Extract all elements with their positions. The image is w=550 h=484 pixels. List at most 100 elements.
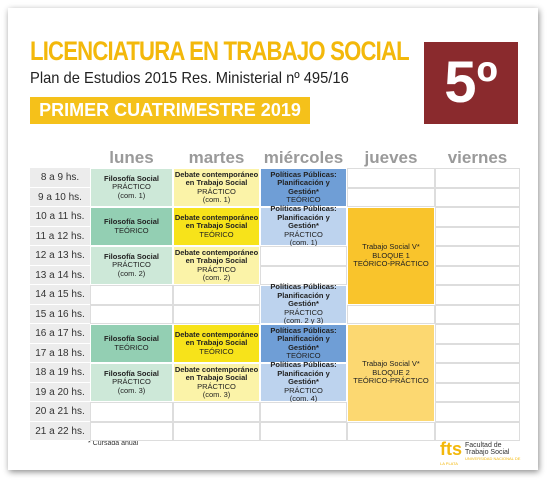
logo-name: Facultad de Trabajo Social xyxy=(465,442,510,456)
time-label: 10 a 11 hs. xyxy=(30,207,90,227)
detail-line: (com. 3) xyxy=(202,390,231,399)
subject-line: Políticas Públicas: xyxy=(270,325,337,335)
day-header: lunes xyxy=(109,148,154,167)
empty-cell xyxy=(435,285,520,305)
empty-cell xyxy=(435,207,520,227)
detail-line: TEÓRICO xyxy=(114,342,149,352)
class-block: Políticas Públicas: Planificación y Gesti… xyxy=(260,324,347,363)
empty-cell xyxy=(435,363,520,383)
day-header: martes xyxy=(188,148,245,167)
time-label: 12 a 13 hs. xyxy=(30,246,90,266)
detail-line: (com. 2) xyxy=(117,268,146,278)
subject-line: en Trabajo Social xyxy=(185,221,248,231)
detail-line: BLOQUE 1 xyxy=(372,250,410,260)
subject-line: Planificación y Gestión* xyxy=(277,178,330,196)
empty-cell xyxy=(260,246,347,266)
empty-cell xyxy=(173,285,260,305)
time-label: 16 a 17 hs. xyxy=(30,324,90,344)
empty-cell xyxy=(347,168,435,188)
time-label: 19 a 20 hs. xyxy=(30,382,90,402)
day-header: miércoles xyxy=(263,148,344,167)
empty-cell xyxy=(435,168,520,188)
class-block: Debate contemporáneo en Trabajo Social PRÁ… xyxy=(173,363,260,402)
detail-line: PRÁCTICO xyxy=(112,260,151,270)
detail-line: TEÓRICO-PRÁCTICO xyxy=(353,259,429,268)
detail-line: (com. 1) xyxy=(202,195,231,204)
time-label: 21 a 22 hs. xyxy=(30,421,90,441)
subject-line: Filosofía Social xyxy=(103,217,159,226)
subject-line: Filosofía Social xyxy=(103,173,159,183)
logo: fts Facultad de Trabajo Social UNIVERSID… xyxy=(440,440,523,466)
subject-line: Debate contemporáneo xyxy=(174,364,259,374)
empty-cell xyxy=(347,304,435,324)
detail-line: TEÓRICO xyxy=(286,351,321,360)
subject-line: Debate contemporáneo xyxy=(174,329,259,339)
class-block: Políticas Públicas: Planificación y Gesti… xyxy=(260,283,347,326)
footnote: * Cursada anual xyxy=(88,440,139,447)
class-block: Filosofía Social PRÁCTICO (com. 2) xyxy=(90,246,173,285)
class-block: Trabajo Social V* BLOQUE 2 TEÓRICO-PRÁCTIC… xyxy=(347,324,435,422)
time-label: 11 a 12 hs. xyxy=(30,226,90,246)
subject-line: Filosofía Social xyxy=(103,334,159,343)
detail-line: TEÓRICO xyxy=(286,195,321,204)
logo-mark: fts xyxy=(440,439,462,459)
detail-line: PRÁCTICO xyxy=(197,381,236,391)
detail-line: TEÓRICO-PRÁCTICO xyxy=(353,376,429,385)
time-label: 17 a 18 hs. xyxy=(30,343,90,363)
empty-cell xyxy=(90,421,173,441)
empty-cell xyxy=(90,285,173,305)
class-block: Políticas Públicas: Planificación y Gesti… xyxy=(260,168,347,207)
subject-line: Políticas Públicas: xyxy=(270,204,337,214)
class-block: Políticas Públicas: Planificación y Gesti… xyxy=(260,204,347,248)
empty-cell xyxy=(435,304,520,324)
detail-line: (com. 2 y 3) xyxy=(283,316,324,326)
subject-line: en Trabajo Social xyxy=(185,178,248,187)
empty-cell xyxy=(260,265,347,285)
detail-line: TEÓRICO xyxy=(114,225,149,235)
term-banner: PRIMER CUATRIMESTRE 2019 xyxy=(30,97,310,124)
class-block: Filosofía Social PRÁCTICO (com. 1) xyxy=(90,168,173,207)
detail-line: PRÁCTICO xyxy=(284,385,323,395)
empty-cell xyxy=(435,324,520,344)
empty-cell xyxy=(90,304,173,324)
subject-line: Filosofía Social xyxy=(103,368,159,378)
class-block: Filosofía Social TEÓRICO xyxy=(90,207,173,246)
time-label: 9 a 10 hs. xyxy=(30,187,90,207)
detail-line: PRÁCTICO xyxy=(284,229,323,239)
detail-line: (com. 1) xyxy=(117,190,146,200)
detail-line: PRÁCTICO xyxy=(197,186,236,196)
detail-line: (com. 2) xyxy=(202,273,231,282)
year-badge: 5º xyxy=(424,42,518,124)
empty-cell xyxy=(435,265,520,285)
detail-line: TEÓRICO xyxy=(199,229,234,239)
subject-line: en Trabajo Social xyxy=(185,373,248,382)
empty-cell xyxy=(173,402,260,422)
empty-cell xyxy=(173,304,260,324)
subject-line: en Trabajo Social xyxy=(185,338,248,348)
detail-line: Trabajo Social V* xyxy=(362,242,420,251)
detail-line: PRÁCTICO xyxy=(197,264,236,274)
time-label: 18 a 19 hs. xyxy=(30,363,90,383)
class-block: Debate contemporáneo en Trabajo Social TEÓ… xyxy=(173,324,260,363)
detail-line: (com. 1) xyxy=(289,238,318,248)
class-block: Filosofía Social PRÁCTICO (com. 3) xyxy=(90,363,173,402)
class-block: Debate contemporáneo en Trabajo Social TEÓ… xyxy=(173,207,260,246)
detail-line: PRÁCTICO xyxy=(112,377,151,387)
class-block: Debate contemporáneo en Trabajo Social PRÁ… xyxy=(173,168,260,207)
empty-cell xyxy=(435,421,520,441)
class-block: Políticas Públicas: Planificación y Gesti… xyxy=(260,361,347,403)
empty-cell xyxy=(173,421,260,441)
empty-cell xyxy=(435,246,520,266)
class-block: Trabajo Social V* BLOQUE 1 TEÓRICO-PRÁCTIC… xyxy=(347,207,435,305)
title: LICENCIATURA EN TRABAJO SOCIAL xyxy=(30,36,410,66)
detail-line: (com. 3) xyxy=(117,385,146,395)
time-label: 13 a 14 hs. xyxy=(30,265,90,285)
empty-cell xyxy=(347,421,435,441)
subtitle: Plan de Estudios 2015 Res. Ministerial n… xyxy=(30,70,349,87)
subject-line: Debate contemporáneo xyxy=(174,169,259,179)
detail-line: PRÁCTICO xyxy=(284,307,323,317)
detail-line: TEÓRICO xyxy=(199,346,234,356)
logo-university: UNIVERSIDAD NACIONAL DE LA PLATA xyxy=(440,456,521,466)
subject-line: Planificación y Gestión* xyxy=(277,368,330,387)
empty-cell xyxy=(435,187,520,207)
